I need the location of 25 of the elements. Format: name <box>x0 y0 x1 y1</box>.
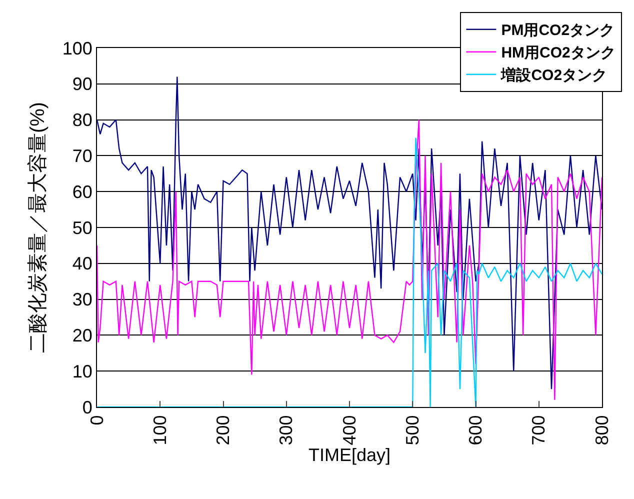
y-tick-label: 60 <box>72 182 92 202</box>
y-tick-label: 20 <box>72 326 92 346</box>
x-tick-label: 800 <box>592 415 612 446</box>
x-tick-label: 100 <box>150 415 170 446</box>
x-tick-label: 400 <box>339 415 360 446</box>
y-tick-label: 30 <box>72 290 92 310</box>
legend-label: 増設CO2タンク <box>500 66 608 84</box>
y-tick-label: 80 <box>72 110 92 130</box>
y-tick-label: 0 <box>82 397 92 418</box>
y-axis-title: 二酸化炭素量／最大容量(%) <box>26 102 49 354</box>
y-tick-label: 90 <box>72 74 92 94</box>
x-tick-label: 700 <box>528 415 549 446</box>
y-tick-label: 10 <box>72 361 92 382</box>
legend-label: HM用CO2タンク <box>501 44 616 62</box>
x-tick-label: 300 <box>276 415 296 446</box>
y-tick-label: 50 <box>72 218 92 238</box>
y-tick-label: 100 <box>62 38 92 58</box>
x-tick-label: 500 <box>402 415 422 446</box>
x-tick-label: 200 <box>213 415 234 446</box>
x-tick-label: 0 <box>86 415 107 426</box>
y-tick-label: 70 <box>72 146 92 166</box>
x-axis-title: TIME[day] <box>308 445 391 466</box>
legend-label: PM用CO2タンク <box>501 22 615 40</box>
x-tick-label: 600 <box>466 415 486 446</box>
y-tick-label: 40 <box>72 254 92 274</box>
